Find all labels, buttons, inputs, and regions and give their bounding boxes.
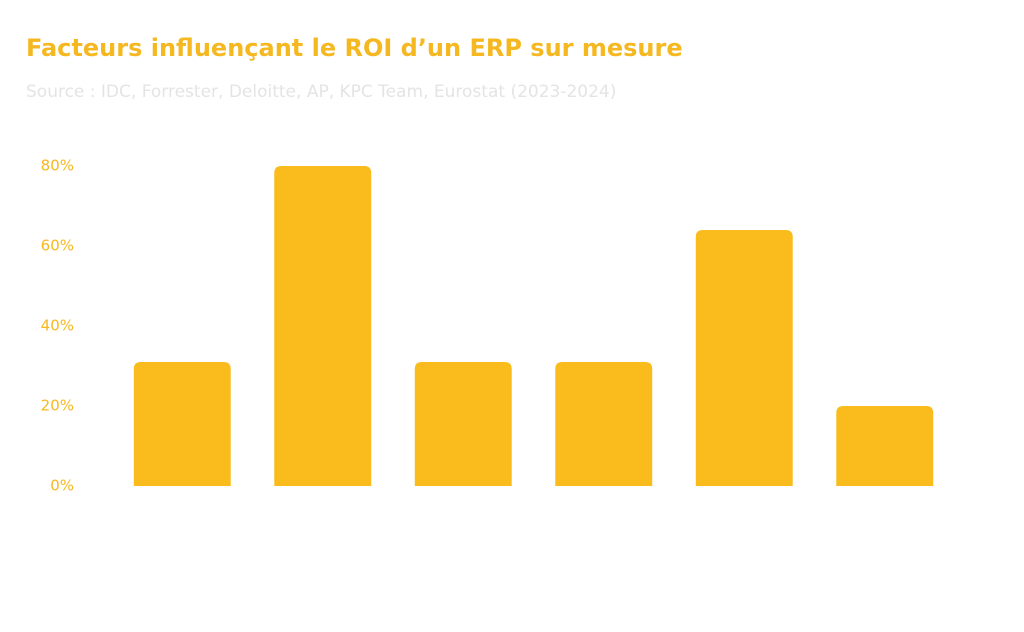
y-tick-label: 80% — [41, 157, 74, 175]
chart-subtitle: Source : IDC, Forrester, Deloitte, AP, K… — [26, 82, 616, 102]
bar — [695, 230, 793, 486]
y-tick-label: 60% — [41, 237, 74, 255]
y-tick-label: 20% — [41, 397, 74, 415]
bar — [274, 166, 372, 486]
bar — [414, 362, 512, 486]
bar — [555, 362, 653, 486]
y-tick-label: 0% — [50, 477, 74, 495]
bar — [133, 362, 231, 486]
bar — [836, 406, 934, 486]
y-tick-label: 40% — [41, 317, 74, 335]
chart-title: Facteurs influençant le ROI d’un ERP sur… — [26, 34, 683, 62]
